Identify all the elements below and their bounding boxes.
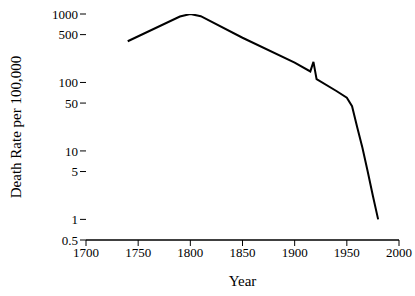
svg-text:1800: 1800 [177, 245, 203, 260]
svg-text:1950: 1950 [334, 245, 360, 260]
svg-text:Death Rate per 100,000: Death Rate per 100,000 [8, 56, 24, 198]
svg-text:1: 1 [72, 212, 79, 227]
svg-text:500: 500 [59, 27, 79, 42]
svg-text:0.5: 0.5 [62, 233, 78, 248]
svg-text:1900: 1900 [282, 245, 308, 260]
svg-text:100: 100 [59, 75, 79, 90]
svg-text:1850: 1850 [230, 245, 256, 260]
svg-text:1750: 1750 [125, 245, 151, 260]
svg-text:1000: 1000 [52, 7, 78, 22]
svg-text:1700: 1700 [73, 245, 99, 261]
svg-text:Year: Year [229, 273, 257, 289]
svg-text:50: 50 [65, 96, 78, 111]
svg-text:10: 10 [65, 144, 78, 159]
svg-text:5: 5 [72, 164, 79, 179]
svg-text:2000: 2000 [386, 245, 407, 260]
